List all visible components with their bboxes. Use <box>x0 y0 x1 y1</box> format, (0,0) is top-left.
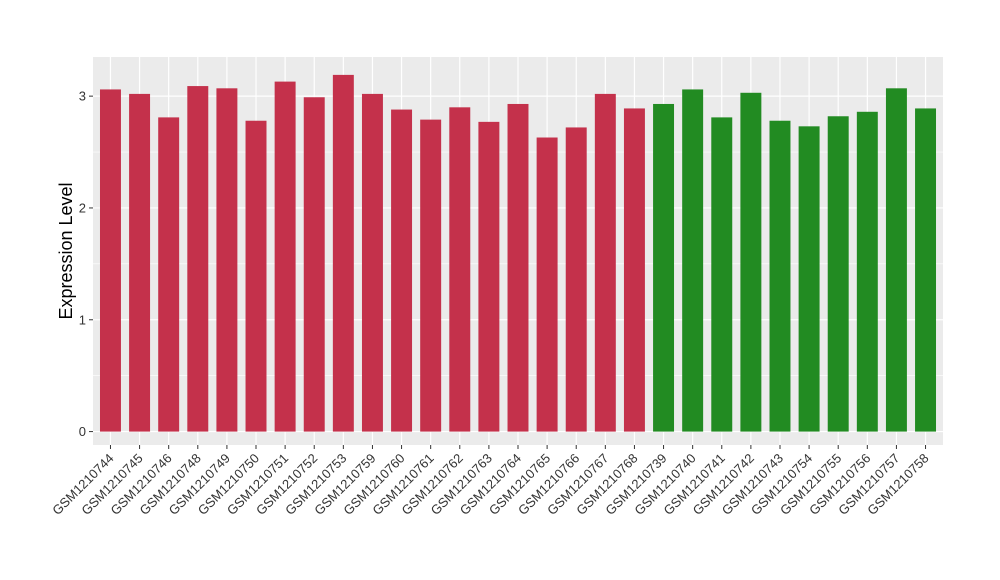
x-axis: GSM1210744GSM1210745GSM1210746GSM1210748… <box>49 445 932 518</box>
bar-GSM1210760 <box>391 109 413 432</box>
bar-GSM1210756 <box>856 111 878 432</box>
bar-GSM1210740 <box>682 89 704 432</box>
bar-GSM1210758 <box>915 108 937 432</box>
bar-GSM1210743 <box>769 120 791 432</box>
y-axis: 0 1 2 3 <box>79 89 93 439</box>
bars <box>99 74 937 432</box>
y-tick-label: 1 <box>79 312 86 327</box>
bar-GSM1210753 <box>332 74 354 432</box>
bar-GSM1210748 <box>187 86 209 432</box>
y-axis-title: Expression Level <box>56 182 76 319</box>
bar-GSM1210759 <box>361 93 383 432</box>
y-tick-label: 3 <box>79 89 86 104</box>
y-tick-label: 0 <box>79 424 86 439</box>
bar-GSM1210765 <box>536 137 558 432</box>
bar-GSM1210755 <box>827 116 849 432</box>
bar-GSM1210749 <box>216 88 238 432</box>
bar-GSM1210762 <box>449 107 471 432</box>
bar-GSM1210767 <box>594 93 616 432</box>
bar-GSM1210739 <box>653 103 675 432</box>
bar-GSM1210761 <box>420 119 442 432</box>
bar-GSM1210763 <box>478 121 500 432</box>
bar-GSM1210768 <box>623 108 645 432</box>
bar-GSM1210741 <box>711 117 733 432</box>
bar-GSM1210742 <box>740 92 762 432</box>
bar-GSM1210751 <box>274 81 296 432</box>
bar-GSM1210750 <box>245 120 267 432</box>
bar-GSM1210744 <box>99 89 121 432</box>
bar-GSM1210754 <box>798 126 820 432</box>
bar-GSM1210766 <box>565 127 587 432</box>
y-tick-label: 2 <box>79 200 86 215</box>
bar-GSM1210752 <box>303 97 325 432</box>
bar-GSM1210764 <box>507 103 529 432</box>
bar-GSM1210745 <box>129 93 151 432</box>
bar-GSM1210757 <box>885 88 907 432</box>
bar-GSM1210746 <box>158 117 180 432</box>
